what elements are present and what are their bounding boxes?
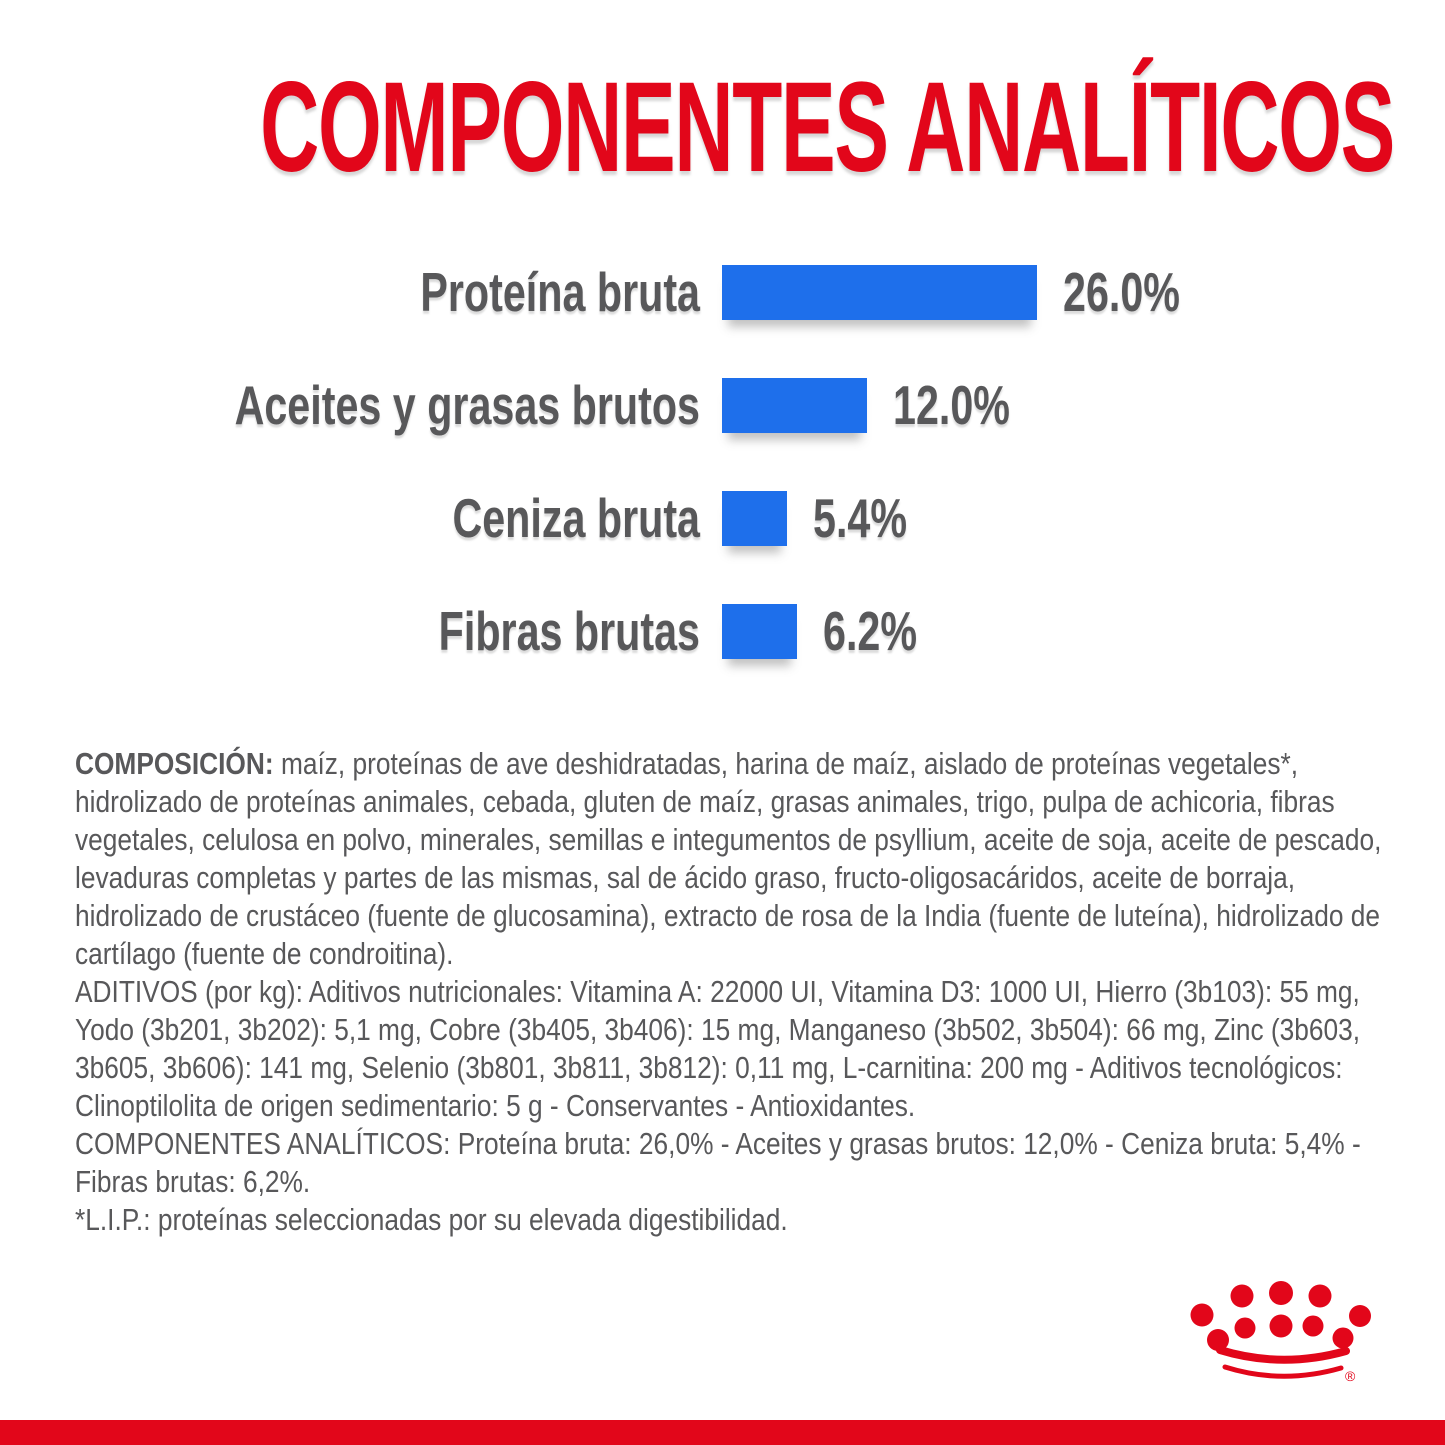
bottom-red-stripe [0, 1420, 1445, 1445]
bar-label: Fibras brutas [438, 600, 700, 662]
bar-value: 26.0% [1062, 261, 1180, 323]
bar-value: 5.4% [813, 487, 908, 549]
registered-mark: ® [1345, 1368, 1356, 1384]
bar-value: 6.2% [823, 600, 918, 662]
ingredients-text-block: COMPOSICIÓN: maíz, proteínas de ave desh… [75, 745, 1385, 1239]
bar-label: Aceites y grasas brutos [234, 374, 700, 436]
bar-label: Ceniza bruta [452, 487, 700, 549]
additives-paragraph: ADITIVOS (por kg): Aditivos nutricionale… [75, 974, 1361, 1123]
analytical-components-paragraph: COMPONENTES ANALÍTICOS: Proteína bruta: … [75, 1126, 1361, 1199]
crown-arcs [1216, 1346, 1350, 1379]
chart-row: Proteína bruta 26.0% [40, 265, 1219, 320]
bar-label: Proteína bruta [420, 261, 700, 323]
composition-paragraph: COMPOSICIÓN: maíz, proteínas de ave desh… [75, 745, 1385, 973]
royal-canin-crown-icon: ® [1190, 1281, 1371, 1384]
bar [722, 378, 868, 433]
bar [722, 265, 1037, 320]
bar [722, 604, 798, 659]
bar-chart: Proteína bruta 26.0% Aceites y grasas brut… [40, 265, 1219, 659]
bar [722, 491, 788, 546]
composition-text: maíz, proteínas de ave deshidratadas, ha… [75, 746, 1382, 971]
chart-row: Ceniza bruta 5.4% [40, 491, 1219, 546]
page-title: COMPONENTES ANALÍTICOS [260, 56, 1395, 199]
chart-row: Fibras brutas 6.2% [40, 604, 1219, 659]
lip-note: *L.I.P.: proteínas seleccionadas por su … [75, 1202, 788, 1237]
chart-row: Aceites y grasas brutos 12.0% [40, 378, 1219, 433]
crown-dots [1190, 1281, 1371, 1351]
bar-value: 12.0% [893, 374, 1011, 436]
composition-label: COMPOSICIÓN: [75, 746, 274, 781]
